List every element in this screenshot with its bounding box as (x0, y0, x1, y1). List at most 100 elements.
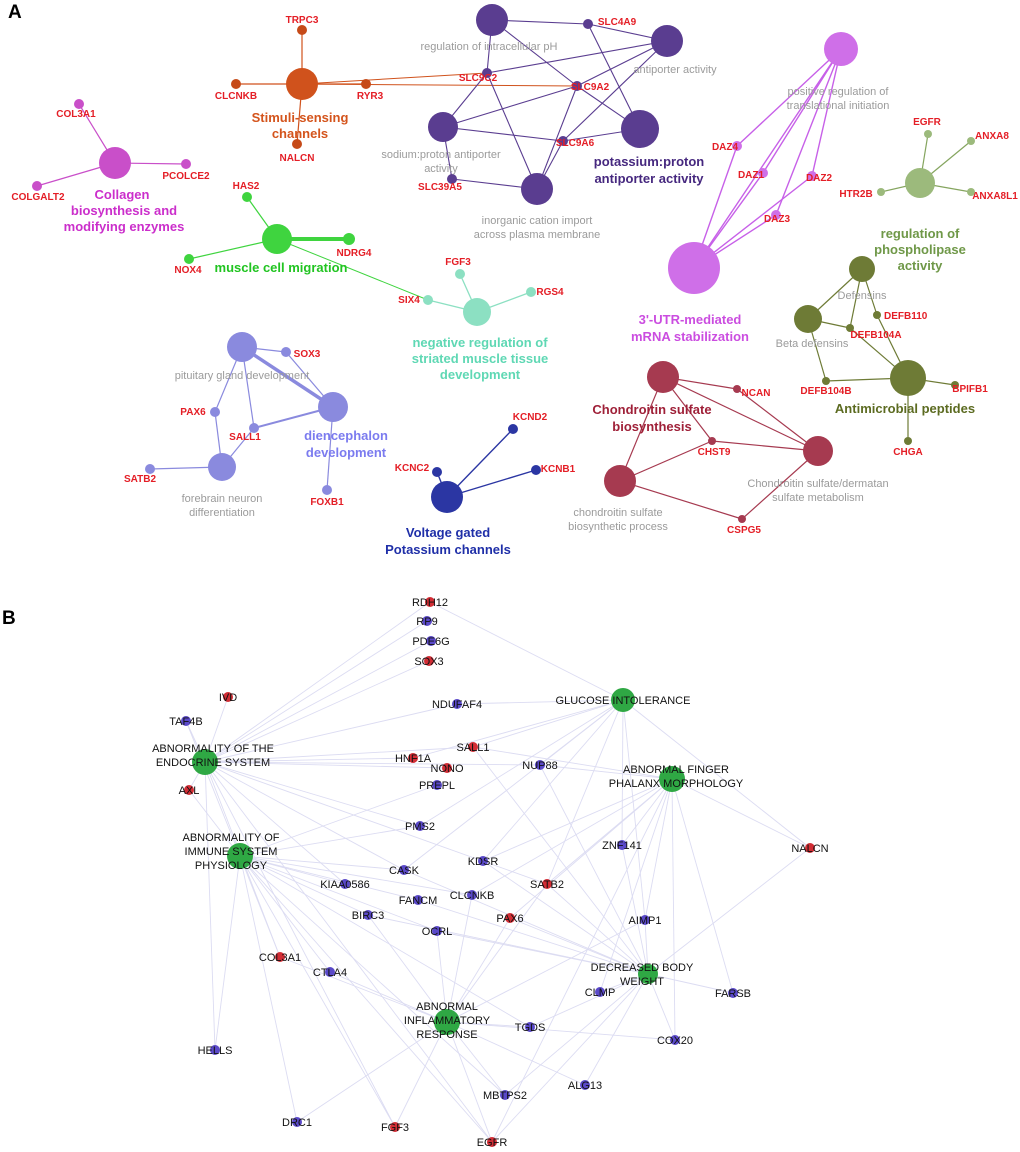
node-or-hub[interactable] (286, 68, 318, 100)
node-lo-htr2b[interactable] (877, 188, 885, 196)
node-tl-rgs4[interactable] (526, 287, 536, 297)
node-do-defb104a[interactable] (846, 324, 854, 332)
node-b-kiaa0586[interactable] (340, 879, 350, 889)
node-pu-anti[interactable] (651, 25, 683, 57)
node-ma-ncan[interactable] (733, 385, 741, 393)
node-vi-daz1[interactable] (758, 168, 768, 178)
node-b-satb2[interactable] (542, 879, 552, 889)
node-gr-has2[interactable] (242, 192, 252, 202)
node-b-alg13[interactable] (580, 1080, 590, 1090)
node-b-pms2[interactable] (415, 821, 425, 831)
node-ma-h2[interactable] (803, 436, 833, 466)
node-pw-foxb1[interactable] (322, 485, 332, 495)
node-b-nup88[interactable] (535, 760, 545, 770)
node-b-pax6[interactable] (505, 913, 515, 923)
node-do-chga[interactable] (904, 437, 912, 445)
node-lo-hub[interactable] (905, 168, 935, 198)
node-pw-pax6[interactable] (210, 407, 220, 417)
node-b-mbtps2[interactable] (500, 1090, 510, 1100)
node-b-cask[interactable] (399, 865, 409, 875)
node-pw-h1[interactable] (227, 332, 257, 362)
node-b-znf141[interactable] (617, 840, 627, 850)
node-do-defb104b[interactable] (822, 377, 830, 385)
node-b-cox20[interactable] (670, 1035, 680, 1045)
node-vi-daz3[interactable] (771, 210, 781, 220)
node-vi-top[interactable] (824, 32, 858, 66)
node-gr-nox4[interactable] (184, 254, 194, 264)
node-ma-h1[interactable] (647, 361, 679, 393)
node-b-birc3[interactable] (363, 910, 373, 920)
node-vi-daz4[interactable] (732, 141, 742, 151)
node-pu-slc39a5[interactable] (447, 174, 457, 184)
node-do-hub[interactable] (890, 360, 926, 396)
node-pw-sox3[interactable] (281, 347, 291, 357)
node-pu-inorg[interactable] (521, 173, 553, 205)
node-vi-hub[interactable] (668, 242, 720, 294)
node-b-egfr[interactable] (487, 1137, 497, 1147)
node-ph-immune[interactable] (227, 843, 253, 869)
node-pu-slc4a9[interactable] (583, 19, 593, 29)
node-mg-pcolce2[interactable] (181, 159, 191, 169)
node-pu-ph[interactable] (476, 4, 508, 36)
node-pw-satb2[interactable] (145, 464, 155, 474)
node-tl-fgf3[interactable] (455, 269, 465, 279)
node-pu-na[interactable] (428, 112, 458, 142)
node-b-rp9[interactable] (422, 616, 432, 626)
node-tl-hub[interactable] (463, 298, 491, 326)
node-pw-h3[interactable] (208, 453, 236, 481)
node-b-prepl[interactable] (432, 780, 442, 790)
node-b-ndufaf4[interactable] (452, 699, 462, 709)
node-db-hub[interactable] (431, 481, 463, 513)
node-db-kcnc2[interactable] (432, 467, 442, 477)
node-b-ocrl[interactable] (432, 926, 442, 936)
node-gr-hub[interactable] (262, 224, 292, 254)
node-mg-hub[interactable] (99, 147, 131, 179)
node-mg-col3a1[interactable] (74, 99, 84, 109)
node-pu-slc9c2[interactable] (482, 68, 492, 78)
node-b-clmp[interactable] (595, 987, 605, 997)
node-b-tgds[interactable] (525, 1022, 535, 1032)
node-b-clcnkb[interactable] (467, 890, 477, 900)
node-b-nalcn[interactable] (805, 843, 815, 853)
node-b-ivd[interactable] (223, 692, 233, 702)
node-or-trpc3[interactable] (297, 25, 307, 35)
node-or-nalcn[interactable] (292, 139, 302, 149)
node-ph-endocrine[interactable] (192, 749, 218, 775)
node-b-axl[interactable] (184, 785, 194, 795)
node-pu-k[interactable] (621, 110, 659, 148)
node-ph-weight[interactable] (638, 964, 658, 984)
node-ph-finger[interactable] (659, 766, 685, 792)
node-b-kdsr[interactable] (478, 856, 488, 866)
node-b-col3a1[interactable] (275, 952, 285, 962)
node-db-kcnd2[interactable] (508, 424, 518, 434)
node-b-aimp1[interactable] (640, 915, 650, 925)
node-b-fancm[interactable] (413, 895, 423, 905)
node-tl-six4[interactable] (423, 295, 433, 305)
node-do-defb110[interactable] (873, 311, 881, 319)
node-pu-slc9a2[interactable] (572, 81, 582, 91)
node-pw-h2[interactable] (318, 392, 348, 422)
node-do-beta[interactable] (794, 305, 822, 333)
node-b-drc1[interactable] (292, 1117, 302, 1127)
node-ma-cspg5[interactable] (738, 515, 746, 523)
node-lo-anxa8[interactable] (967, 137, 975, 145)
node-vi-daz2[interactable] (807, 171, 817, 181)
node-b-taf4b[interactable] (181, 716, 191, 726)
node-lo-egfr[interactable] (924, 130, 932, 138)
node-lo-anxa8l1[interactable] (967, 188, 975, 196)
node-b-farsb[interactable] (728, 988, 738, 998)
node-or-ryr3[interactable] (361, 79, 371, 89)
node-do-bpifb1[interactable] (951, 381, 959, 389)
node-gr-ndrg4[interactable] (343, 233, 355, 245)
node-mg-colgalt2[interactable] (32, 181, 42, 191)
node-b-pde6g[interactable] (426, 636, 436, 646)
node-pu-slc9a6[interactable] (558, 136, 568, 146)
node-b-hnf1a[interactable] (408, 753, 418, 763)
node-ph-inflam[interactable] (434, 1009, 460, 1035)
node-ma-h3[interactable] (604, 465, 636, 497)
node-b-nono[interactable] (442, 763, 452, 773)
node-ph-glucose[interactable] (611, 688, 635, 712)
node-b-hells[interactable] (210, 1045, 220, 1055)
node-b-rdh12[interactable] (425, 597, 435, 607)
node-b-fgf3[interactable] (390, 1122, 400, 1132)
